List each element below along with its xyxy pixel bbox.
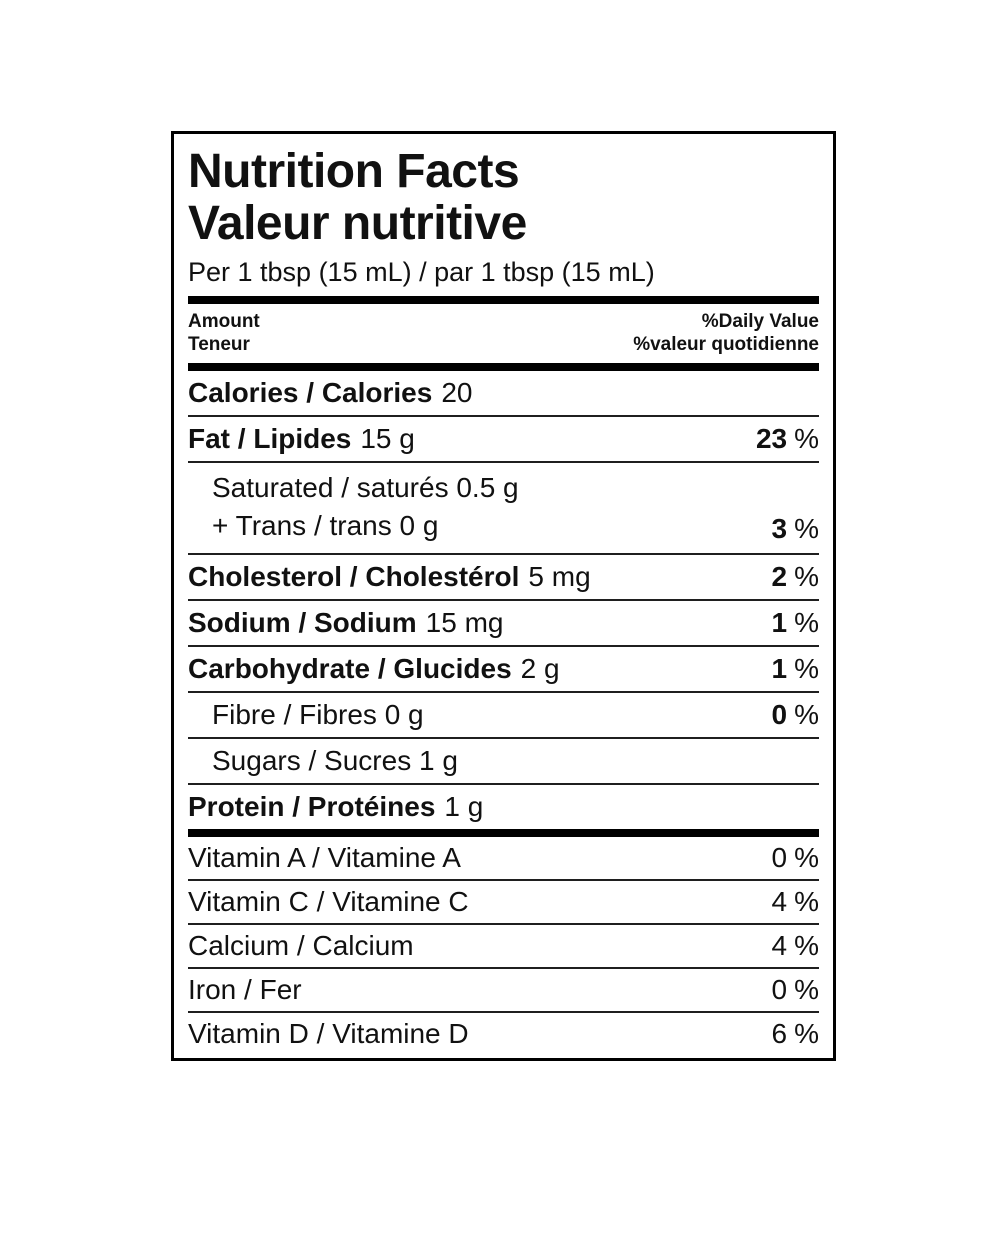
nutrient-name: Iron / Fer — [188, 974, 302, 1005]
nutrient-amount: 1 g — [444, 791, 484, 822]
thin-rule — [188, 599, 819, 601]
nutrient-name: Sodium / Sodium 15 mg — [188, 607, 504, 638]
nutrient-name: Carbohydrate / Glucides 2 g — [188, 653, 560, 684]
thin-rule — [188, 415, 819, 417]
thin-rule — [188, 967, 819, 969]
percent-sign: % — [794, 607, 819, 638]
thick-divider-header — [188, 363, 819, 371]
thin-rule — [188, 879, 819, 881]
row-saturated-trans: Saturated / saturés 0.5 g + Trans / tran… — [188, 463, 819, 553]
row-sodium: Sodium / Sodium 15 mg 1% — [188, 601, 819, 645]
row-vitamin-a: Vitamin A / Vitamine A 0% — [188, 837, 819, 879]
nutrient-name: Vitamin A / Vitamine A — [188, 842, 461, 873]
label-title-en: Nutrition Facts — [188, 145, 520, 198]
nutrient-amount: 5 mg — [528, 561, 591, 592]
nutrient-name: Vitamin C / Vitamine C — [188, 886, 469, 917]
nutrient-name: Sugars / Sucres 1 g — [212, 745, 458, 776]
row-iron: Iron / Fer 0% — [188, 969, 819, 1011]
daily-value: 3% — [771, 513, 819, 544]
nutrient-name: Saturated / saturés 0.5 g + Trans / tran… — [212, 472, 519, 541]
nutrient-name: Calcium / Calcium — [188, 930, 414, 961]
nutrient-amount: 2 g — [520, 653, 560, 684]
thin-rule — [188, 461, 819, 463]
column-header: Amount Teneur %Daily Value %valeur quoti… — [188, 304, 819, 363]
thin-rule — [188, 737, 819, 739]
percent-sign: % — [794, 974, 819, 1005]
thin-rule — [188, 691, 819, 693]
row-fibre: Fibre / Fibres 0 g 0% — [188, 693, 819, 737]
thick-divider-top — [188, 296, 819, 304]
daily-value: 6% — [771, 1018, 819, 1049]
percent-sign: % — [794, 930, 819, 961]
daily-value: 0% — [771, 699, 819, 730]
thin-rule — [188, 923, 819, 925]
nutrient-name: Calories / Calories 20 — [188, 377, 473, 408]
row-cholesterol: Cholesterol / Cholestérol 5 mg 2% — [188, 555, 819, 599]
amount-header-en: Amount — [188, 311, 260, 332]
row-vitamin-d: Vitamin D / Vitamine D 6% — [188, 1013, 819, 1055]
nutrient-name: Cholesterol / Cholestérol 5 mg — [188, 561, 591, 592]
nutrient-name: Vitamin D / Vitamine D — [188, 1018, 469, 1049]
nutrient-amount: 15 mg — [425, 607, 504, 638]
row-carbohydrate: Carbohydrate / Glucides 2 g 1% — [188, 647, 819, 691]
thin-rule — [188, 783, 819, 785]
percent-sign: % — [794, 842, 819, 873]
thick-divider-protein — [188, 829, 819, 837]
nutrient-name: Fat / Lipides 15 g — [188, 423, 415, 454]
daily-value: 1% — [771, 607, 819, 638]
percent-sign: % — [794, 653, 819, 684]
daily-value: 1% — [771, 653, 819, 684]
percent-sign: % — [794, 423, 819, 454]
daily-value: 4% — [771, 886, 819, 917]
percent-sign: % — [794, 886, 819, 917]
amount-header: Amount Teneur — [188, 310, 260, 356]
daily-value: 2% — [771, 561, 819, 592]
daily-value-header-fr: %valeur quotidienne — [633, 334, 819, 355]
nutrition-facts-label: Nutrition Facts Valeur nutritive Per 1 t… — [171, 131, 836, 1061]
daily-value: 0% — [771, 842, 819, 873]
daily-value: 23% — [755, 423, 819, 454]
nutrient-name: Fibre / Fibres 0 g — [212, 699, 424, 730]
row-sugars: Sugars / Sucres 1 g — [188, 739, 819, 783]
amount-header-fr: Teneur — [188, 334, 250, 355]
nutrient-name: Protein / Protéines 1 g — [188, 791, 484, 822]
label-title-fr: Valeur nutritive — [188, 197, 527, 250]
daily-value-header-en: %Daily Value — [701, 311, 819, 332]
percent-sign: % — [794, 513, 819, 544]
percent-sign: % — [794, 561, 819, 592]
thin-rule — [188, 645, 819, 647]
row-calories: Calories / Calories 20 — [188, 371, 819, 415]
nutrient-amount: 20 — [441, 377, 473, 408]
row-fat: Fat / Lipides 15 g 23% — [188, 417, 819, 461]
row-protein: Protein / Protéines 1 g — [188, 785, 819, 829]
thin-rule — [188, 553, 819, 555]
row-calcium: Calcium / Calcium 4% — [188, 925, 819, 967]
percent-sign: % — [794, 699, 819, 730]
thin-rule — [188, 1011, 819, 1013]
daily-value: 4% — [771, 930, 819, 961]
daily-value: 0% — [771, 974, 819, 1005]
daily-value-header: %Daily Value %valeur quotidienne — [633, 310, 819, 356]
nutrient-amount: 15 g — [360, 423, 415, 454]
serving-size: Per 1 tbsp (15 mL) / par 1 tbsp (15 mL) — [188, 257, 655, 287]
row-vitamin-c: Vitamin C / Vitamine C 4% — [188, 881, 819, 923]
percent-sign: % — [794, 1018, 819, 1049]
